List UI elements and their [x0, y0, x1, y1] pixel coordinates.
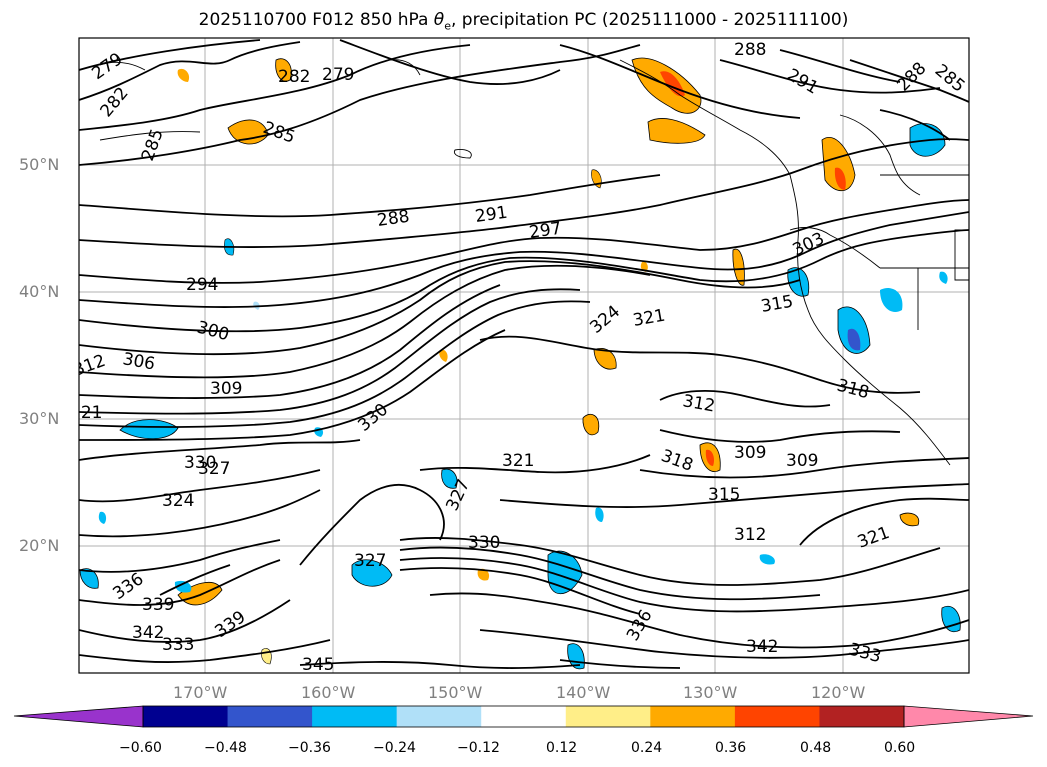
colorbar-tick-label: 0.60 — [884, 740, 916, 756]
contour-label: 342 — [132, 623, 164, 643]
lon-label: 130°W — [683, 683, 738, 702]
contour-label: 288 — [734, 40, 766, 60]
contour-label: 309 — [734, 443, 766, 463]
contour-label: 330 — [468, 533, 500, 553]
colorbar-tick-label: 0.48 — [800, 740, 832, 756]
colorbar-tick-label: −0.60 — [119, 740, 162, 756]
contour-label: 327 — [198, 459, 230, 479]
contour-label: 333 — [162, 635, 194, 655]
theta-e-contours — [79, 39, 969, 669]
contour-label: 327 — [354, 551, 386, 571]
contour-label: 291 — [474, 203, 509, 227]
contour-label: 342 — [746, 637, 778, 657]
contour-label: 309 — [210, 379, 242, 399]
lon-label: 160°W — [301, 683, 356, 702]
contour-label: 315 — [708, 485, 740, 505]
contour-label: 339 — [142, 595, 174, 615]
map-frame — [78, 37, 970, 674]
contour-label: 312 — [734, 525, 766, 545]
colorbar-tick-label: 0.36 — [715, 740, 747, 756]
lat-label: 30°N — [19, 409, 60, 428]
lat-label: 20°N — [19, 536, 60, 555]
contour-label: 321 — [70, 403, 102, 423]
colorbar-tick-label: 0.12 — [546, 740, 578, 756]
colorbar-tick-label: −0.12 — [457, 740, 500, 756]
chart-title: 2025110700 F012 850 hPa θe, precipitatio… — [198, 10, 849, 33]
lon-label: 150°W — [428, 683, 483, 702]
lon-label: 140°W — [556, 683, 611, 702]
contour-label: 282 — [278, 67, 310, 87]
contour-label: 330 — [184, 453, 216, 473]
contour-label: 294 — [186, 275, 218, 295]
lat-label: 40°N — [19, 282, 60, 301]
lon-label: 170°W — [173, 683, 228, 702]
colorbar-tick-label: −0.24 — [373, 740, 416, 756]
contour-label: 279 — [322, 65, 354, 85]
coastlines — [99, 59, 969, 466]
lon-label: 120°W — [811, 683, 866, 702]
contour-label: 321 — [502, 451, 534, 471]
contour-label: 288 — [376, 207, 411, 231]
contour-label: 324 — [162, 491, 194, 511]
colorbar-tick-label: −0.48 — [204, 740, 247, 756]
colorbar-tick-label: 0.24 — [631, 740, 663, 756]
lat-label: 50°N — [19, 155, 60, 174]
contour-label: 297 — [528, 219, 563, 243]
contour-label: 345 — [302, 655, 334, 675]
contour-label: 309 — [786, 451, 818, 471]
colorbar-tick-label: −0.36 — [288, 740, 331, 756]
